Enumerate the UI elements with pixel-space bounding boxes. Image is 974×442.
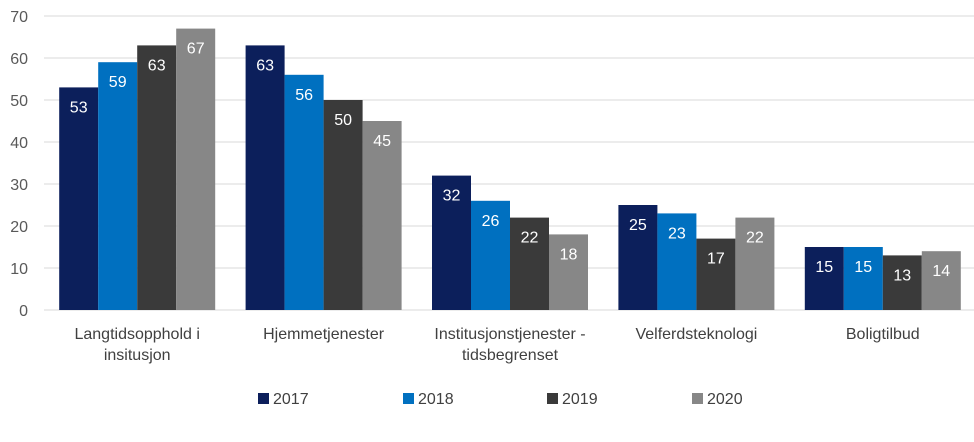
y-tick-label: 70 — [10, 9, 28, 26]
bar-2017 — [618, 205, 658, 310]
y-tick-label: 40 — [10, 135, 28, 152]
bar-2018 — [284, 74, 324, 310]
legend-swatch-2020 — [692, 393, 703, 404]
y-tick-label: 20 — [10, 219, 28, 236]
data-label: 50 — [334, 112, 352, 129]
data-label: 25 — [629, 217, 647, 234]
bar-2017 — [432, 175, 471, 310]
category-label: Boligtilbud — [846, 326, 920, 343]
legend-label: 2018 — [418, 391, 454, 408]
legend-swatch-2019 — [547, 393, 558, 404]
data-label: 32 — [443, 188, 461, 205]
category-label: insitusjon — [104, 347, 171, 364]
bar-2020 — [735, 217, 775, 310]
bar-2017 — [59, 87, 99, 311]
bar-2020 — [176, 28, 216, 310]
bar-2018 — [471, 200, 510, 310]
data-label: 23 — [668, 225, 686, 242]
data-label: 18 — [560, 246, 578, 263]
y-tick-label: 30 — [10, 177, 28, 194]
bar-2019 — [696, 238, 736, 310]
data-label: 67 — [187, 41, 205, 58]
category-label: Velferdsteknologi — [635, 326, 757, 343]
data-label: 22 — [746, 230, 764, 247]
bar-2018 — [843, 247, 883, 310]
legend-swatch-2017 — [258, 393, 269, 404]
category-label: Hjemmetjenester — [263, 326, 385, 343]
data-label: 15 — [854, 259, 872, 276]
legend-label: 2017 — [273, 391, 309, 408]
data-label: 63 — [256, 57, 274, 74]
bar-2019 — [137, 45, 177, 311]
category-label: Langtidsopphold i — [74, 326, 199, 343]
bar-2020 — [549, 234, 588, 310]
bar-2018 — [657, 213, 697, 310]
category-label: tidsbegrenset — [462, 347, 559, 364]
data-label: 56 — [295, 87, 313, 104]
data-label: 53 — [70, 99, 88, 116]
legend-label: 2020 — [707, 391, 743, 408]
data-label: 17 — [707, 251, 725, 268]
bar-2017 — [245, 45, 285, 311]
data-label: 15 — [815, 259, 833, 276]
data-label: 26 — [482, 213, 500, 230]
category-label: Institusjonstjenester - — [434, 326, 585, 343]
legend-label: 2019 — [562, 391, 598, 408]
legend-swatch-2018 — [403, 393, 414, 404]
data-label: 59 — [109, 74, 127, 91]
y-tick-label: 50 — [10, 93, 28, 110]
y-tick-label: 0 — [19, 303, 28, 320]
data-label: 13 — [893, 267, 911, 284]
bar-2019 — [510, 217, 549, 310]
bar-2019 — [882, 255, 922, 310]
bar-2020 — [921, 251, 961, 310]
data-label: 63 — [148, 57, 166, 74]
bar-2020 — [362, 121, 402, 310]
bar-2019 — [323, 100, 363, 310]
bar-2018 — [98, 62, 138, 311]
data-label: 45 — [373, 133, 391, 150]
y-tick-label: 10 — [10, 261, 28, 278]
data-label: 22 — [521, 230, 539, 247]
data-label: 14 — [932, 263, 950, 280]
bar-2017 — [804, 247, 844, 310]
y-tick-label: 60 — [10, 51, 28, 68]
